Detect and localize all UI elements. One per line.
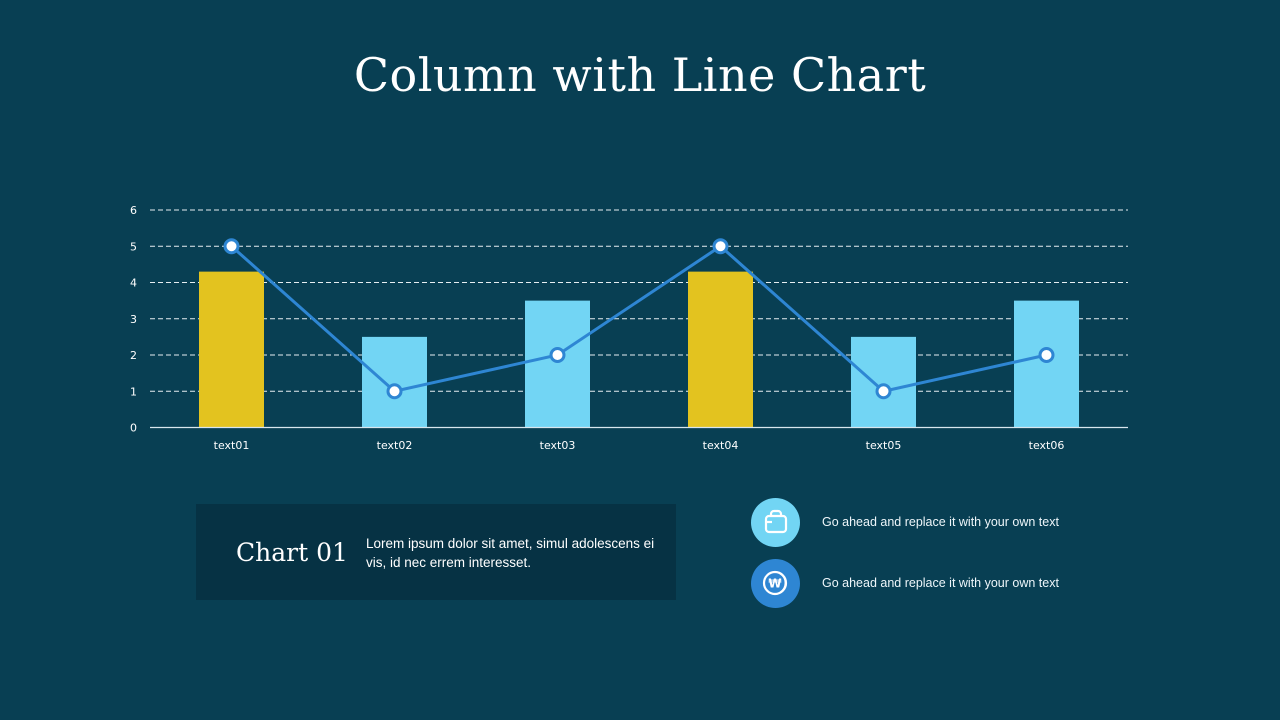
- line-marker: [223, 238, 240, 255]
- bar: [688, 271, 753, 428]
- chart-info-box: Chart 01 Lorem ipsum dolor sit amet, sim…: [196, 504, 676, 600]
- y-tick-label: 1: [130, 385, 137, 398]
- y-tick-label: 3: [130, 313, 137, 326]
- x-tick-label: text03: [540, 439, 576, 452]
- bar-series: [199, 271, 1079, 428]
- y-tick-label: 6: [130, 204, 137, 217]
- x-tick-label: text04: [703, 439, 739, 452]
- legend-text-1: Go ahead and replace it with your own te…: [822, 515, 1059, 529]
- x-tick-label: text01: [214, 439, 250, 452]
- bar: [199, 271, 264, 428]
- bar: [525, 300, 590, 428]
- y-axis-ticks: 0 1 2 3 4 5 6: [130, 204, 137, 435]
- shopping-bag-icon: [751, 497, 800, 547]
- legend-item-1: Go ahead and replace it with your own te…: [751, 497, 1059, 547]
- legend-text-2: Go ahead and replace it with your own te…: [822, 576, 1059, 590]
- line-series: [230, 244, 1047, 393]
- info-box-title: Chart 01: [236, 538, 348, 567]
- slide-title: Column with Line Chart: [353, 48, 927, 102]
- y-tick-label: 0: [130, 422, 137, 435]
- line-marker: [549, 347, 566, 363]
- x-tick-label: text06: [1029, 439, 1065, 452]
- x-tick-label: text05: [866, 439, 902, 452]
- bar: [362, 336, 427, 428]
- y-tick-label: 4: [130, 277, 137, 290]
- bar: [1014, 300, 1079, 428]
- bar: [851, 336, 916, 428]
- x-tick-label: text02: [377, 439, 413, 452]
- line-marker: [875, 383, 892, 400]
- line-marker: [712, 238, 729, 255]
- y-tick-label: 5: [130, 240, 137, 253]
- svg-text:₩: ₩: [768, 577, 782, 591]
- info-box-text: Lorem ipsum dolor sit amet, simul adoles…: [366, 536, 655, 570]
- won-coin-icon: ₩: [751, 558, 800, 608]
- legend-item-2: ₩ Go ahead and replace it with your own …: [751, 558, 1059, 608]
- line-marker: [1038, 347, 1055, 363]
- y-tick-label: 2: [130, 349, 137, 362]
- x-axis-labels: text01 text02 text03 text04 text05 text06: [214, 439, 1065, 452]
- line-marker: [386, 383, 403, 400]
- line-markers: [223, 238, 1055, 400]
